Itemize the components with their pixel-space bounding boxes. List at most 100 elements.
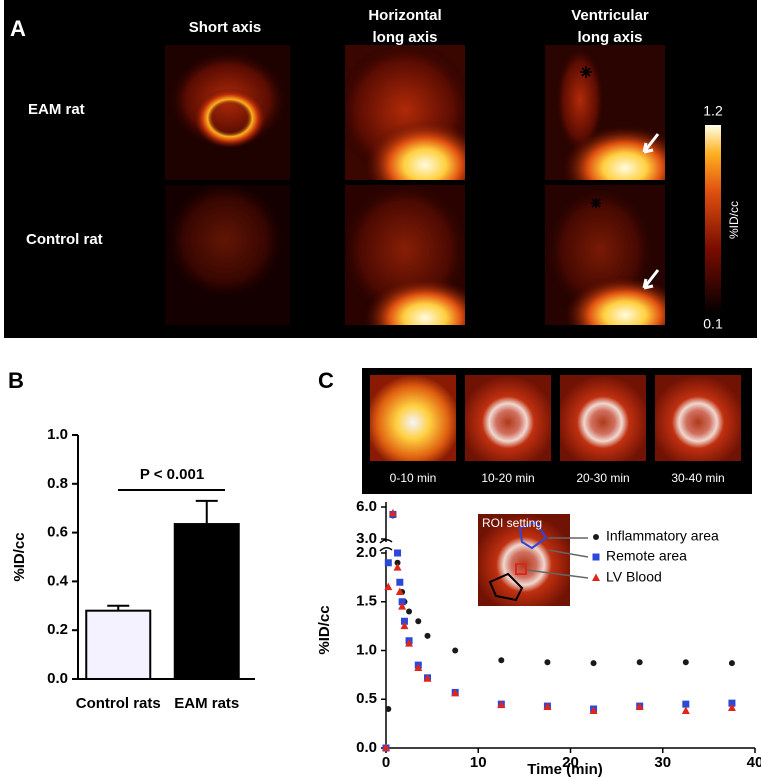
y-tick-label: 0.2 <box>47 621 68 638</box>
y-tick-label: 0.8 <box>47 475 68 492</box>
data-point <box>636 659 643 666</box>
legend-marker <box>592 573 600 581</box>
data-point <box>543 702 552 711</box>
data-point <box>424 632 431 639</box>
y-tick-label: 0.5 <box>356 690 377 707</box>
y-axis-label: %ID/cc <box>316 605 333 654</box>
x-tick-label: 10 <box>470 754 487 771</box>
x-tick-label: 20 <box>562 754 579 771</box>
annotation: P < 0.001 <box>140 466 204 483</box>
y-tick-label: 6.0 <box>356 498 377 515</box>
pet-images <box>165 45 665 325</box>
x-tick-label: Control rats <box>76 695 161 712</box>
legend-marker <box>593 534 599 540</box>
x-tick-label: 30 <box>654 754 671 771</box>
panel-label: C <box>318 368 334 393</box>
inset-title: ROI setting <box>482 516 542 530</box>
data-point <box>394 549 402 557</box>
bar <box>85 609 152 680</box>
data-point <box>395 587 404 595</box>
roi-outline <box>515 563 527 575</box>
y-tick-label: 1.0 <box>47 426 68 443</box>
roi-outline <box>488 572 524 602</box>
legend-label: Remote area <box>606 548 687 564</box>
column-header: Ventricular <box>571 7 649 24</box>
frame-label: 0-10 min <box>390 471 437 485</box>
panel-label: A <box>10 16 26 41</box>
arrow <box>642 133 660 154</box>
data-point <box>414 663 423 672</box>
data-point <box>396 578 404 586</box>
row-label: Control rat <box>26 231 103 248</box>
legend-marker <box>592 553 600 561</box>
y-tick-label: 1.0 <box>356 641 377 658</box>
frame-label: 20-30 min <box>576 471 629 485</box>
data-point <box>635 702 644 711</box>
frame-image <box>465 375 551 461</box>
colorbar-label: %ID/cc <box>727 201 741 239</box>
frame-label: 30-40 min <box>671 471 724 485</box>
scatter-chart: 0.0 0.5 1.0 1.5 2.03.0 6.0 0 10 20 30 40 Inflammato… <box>356 498 761 771</box>
leader-lines <box>526 537 589 579</box>
data-point <box>682 700 690 708</box>
data-point <box>406 608 413 615</box>
data-point <box>727 703 736 712</box>
x-tick-label: 0 <box>382 754 390 771</box>
data-point <box>398 602 407 610</box>
y-tick-label: 0.6 <box>47 524 68 541</box>
column-header: Horizontal <box>368 7 441 24</box>
y-tick-label: 2.0 <box>356 544 377 561</box>
data-point <box>452 647 459 654</box>
panel-label: B <box>8 368 24 393</box>
column-header: Short axis <box>189 19 262 36</box>
data-point <box>394 559 401 566</box>
colorbar <box>705 125 721 315</box>
arrow <box>642 269 660 290</box>
y-tick-label: 0.0 <box>47 670 68 687</box>
data-point <box>728 699 736 707</box>
frame-image <box>560 375 646 461</box>
data-point <box>681 706 690 714</box>
colorbar-max: 1.2 <box>703 103 723 119</box>
data-point <box>393 563 402 571</box>
y-tick-label: 3.0 <box>356 530 377 547</box>
bar-chart: 0.0 0.2 0.4 0.6 0.8 1.0 Control rats EAM rats <box>47 426 255 712</box>
data-point <box>385 706 392 712</box>
data-point <box>400 617 408 625</box>
data-point <box>451 688 460 697</box>
data-point <box>382 743 390 751</box>
column-header: long axis <box>577 29 642 46</box>
x-axis-label: Time (min) <box>527 761 603 778</box>
bar <box>173 523 240 680</box>
data-point <box>498 657 505 664</box>
y-tick-label: 0.0 <box>356 739 377 756</box>
data-point <box>384 559 392 567</box>
asterisk <box>580 66 592 78</box>
data-point <box>497 700 506 709</box>
frame-label: 10-20 min <box>481 471 534 485</box>
data-point <box>544 659 551 666</box>
data-point <box>728 660 735 667</box>
asterisk <box>591 198 601 208</box>
legend-label: LV Blood <box>606 569 662 585</box>
row-label: EAM rat <box>28 101 85 118</box>
y-tick-label: 1.5 <box>356 593 377 610</box>
legend-label: Inflammatory area <box>606 528 719 544</box>
data-point <box>590 660 597 667</box>
frame-image <box>370 375 456 461</box>
data-point <box>423 674 432 682</box>
data-point <box>415 618 422 625</box>
data-point <box>400 621 409 630</box>
data-point <box>398 598 406 606</box>
data-point <box>405 639 414 647</box>
data-point <box>384 582 393 591</box>
roi-outline <box>518 520 548 550</box>
column-header: long axis <box>372 29 437 46</box>
data-point <box>589 706 598 714</box>
data-point <box>682 659 689 666</box>
y-tick-label: 0.4 <box>47 572 69 589</box>
x-tick-label: 40 <box>747 754 761 771</box>
y-axis-label: %ID/cc <box>11 532 28 581</box>
colorbar-min: 0.1 <box>703 316 723 332</box>
